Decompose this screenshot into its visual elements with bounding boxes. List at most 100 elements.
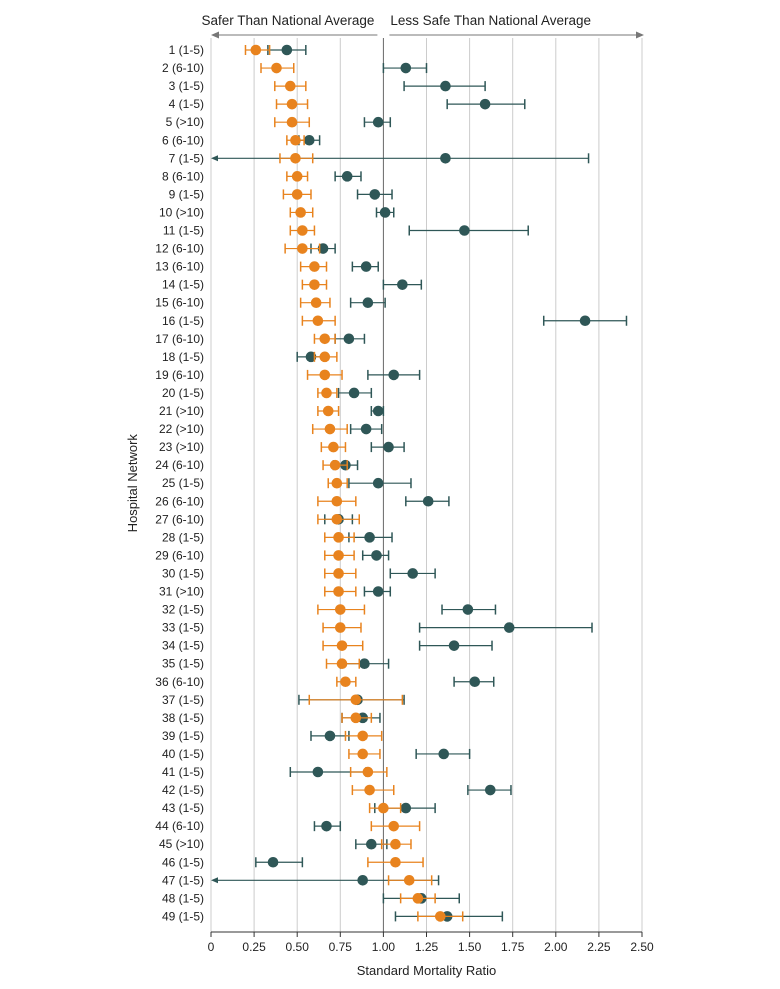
left-arrowhead-icon	[211, 31, 219, 39]
x-tick-label: 1.00	[372, 940, 396, 954]
y-tick-label: 39 (1-5)	[162, 729, 204, 743]
y-tick-label: 13 (6-10)	[155, 260, 204, 274]
orange-series-point	[336, 640, 348, 651]
orange-series-point	[291, 171, 303, 182]
y-tick-label: 34 (1-5)	[162, 639, 204, 653]
y-tick-label: 2 (6-10)	[162, 61, 204, 75]
x-axis-title: Standard Mortality Ratio	[357, 963, 496, 978]
dark-series-point	[484, 784, 496, 796]
dark-series-point	[341, 171, 353, 182]
dark-series-point	[305, 351, 317, 363]
y-tick-label: 37 (1-5)	[162, 693, 204, 707]
x-tick-label: 0.50	[286, 940, 310, 954]
dark-series-point	[372, 116, 384, 128]
dark-series-point	[357, 875, 369, 886]
orange-series-point	[333, 586, 344, 597]
y-tick-label: 20 (1-5)	[162, 386, 204, 400]
orange-series-point	[390, 838, 401, 850]
y-tick-label: 3 (1-5)	[169, 79, 204, 93]
x-tick-label: 2.00	[544, 940, 568, 954]
y-tick-label: 19 (6-10)	[155, 368, 204, 382]
dark-series-point	[440, 80, 451, 92]
orange-series-point	[412, 893, 424, 904]
y-tick-label: 30 (1-5)	[162, 566, 204, 580]
dark-series-point	[448, 640, 460, 651]
y-tick-label: 12 (6-10)	[155, 242, 204, 256]
y-tick-label: 40 (1-5)	[162, 747, 204, 761]
orange-series-point	[290, 153, 301, 164]
y-axis-labels: 1 (1-5) 2 (6-10) 3 (1-5) 4 (1-5) 5 (>10) 6 (6…	[155, 43, 204, 923]
orange-series-point	[319, 351, 331, 363]
orange-series-point	[250, 44, 262, 56]
dark-series-point	[372, 477, 384, 489]
orange-series-point	[350, 712, 362, 724]
orange-series-point	[310, 297, 322, 309]
x-tick-label: 1.50	[458, 940, 482, 954]
y-tick-label: 4 (1-5)	[169, 97, 204, 111]
y-tick-label: 35 (1-5)	[162, 657, 204, 671]
dark-series-point	[348, 387, 360, 399]
dark-series-point	[321, 820, 332, 832]
x-tick-label: 1.25	[415, 940, 439, 954]
y-tick-label: 33 (1-5)	[162, 621, 204, 635]
y-tick-label: 21 (>10)	[159, 404, 204, 418]
y-tick-label: 47 (1-5)	[162, 873, 204, 887]
dark-series-point	[372, 405, 384, 417]
orange-series-point	[319, 333, 331, 345]
orange-series-point	[297, 225, 308, 236]
dark-series-point	[369, 189, 381, 200]
y-tick-label: 45 (>10)	[159, 837, 204, 851]
orange-series-point	[309, 279, 320, 290]
dark-series-point	[372, 586, 384, 597]
dark-series-point	[371, 550, 382, 561]
orange-series-point	[364, 784, 375, 796]
y-tick-label: 8 (6-10)	[162, 169, 204, 183]
right-arrowhead-icon	[636, 31, 644, 39]
dark-series-point	[388, 369, 400, 381]
dark-series-ci-arrow-icon	[211, 155, 218, 162]
dark-series-point	[360, 261, 372, 272]
x-tick-label: 2.25	[587, 940, 611, 954]
dark-series-point	[469, 676, 481, 688]
y-tick-label: 18 (1-5)	[162, 350, 204, 364]
dark-series-point	[317, 243, 329, 254]
dark-series-point	[422, 495, 434, 507]
dark-series-point	[364, 532, 375, 543]
orange-series-point	[403, 875, 415, 886]
orange-series-point	[286, 98, 298, 110]
orange-series-point	[357, 748, 369, 760]
dark-series-point	[462, 604, 474, 615]
y-tick-label: 31 (>10)	[159, 585, 204, 599]
y-tick-label: 42 (1-5)	[162, 783, 204, 797]
dark-series-point	[366, 838, 377, 850]
banner-safer-label: Safer Than National Average	[202, 13, 375, 28]
dark-series-point	[438, 748, 450, 760]
orange-series-point	[336, 658, 348, 669]
orange-series-point	[297, 243, 308, 254]
dark-series-point	[407, 568, 419, 579]
chart-banner: Safer Than National Average Less Safe Th…	[202, 13, 644, 39]
orange-series-point	[271, 62, 282, 74]
y-tick-label: 48 (1-5)	[162, 891, 204, 905]
y-tick-label: 7 (1-5)	[169, 151, 204, 165]
orange-series-point	[309, 261, 320, 272]
orange-series-point	[331, 495, 343, 507]
gridlines	[210, 38, 643, 932]
dark-series-ci-arrow-icon	[211, 877, 218, 884]
x-tick-label: 0	[208, 940, 215, 954]
orange-series-point	[322, 405, 334, 417]
orange-series-point	[321, 387, 332, 399]
orange-series-point	[312, 315, 324, 327]
y-tick-label: 36 (6-10)	[155, 675, 204, 689]
dark-series-point	[397, 279, 408, 290]
dark-series-point	[281, 44, 293, 56]
dark-series-point	[312, 766, 324, 778]
dark-series-point	[362, 297, 374, 309]
orange-series-point	[333, 568, 344, 579]
dark-series-point	[400, 62, 412, 74]
dark-series-point	[324, 730, 336, 742]
y-tick-label: 6 (6-10)	[162, 133, 204, 147]
orange-series-point	[331, 477, 343, 489]
dark-series-point	[579, 315, 591, 327]
dark-series-point	[440, 153, 451, 164]
